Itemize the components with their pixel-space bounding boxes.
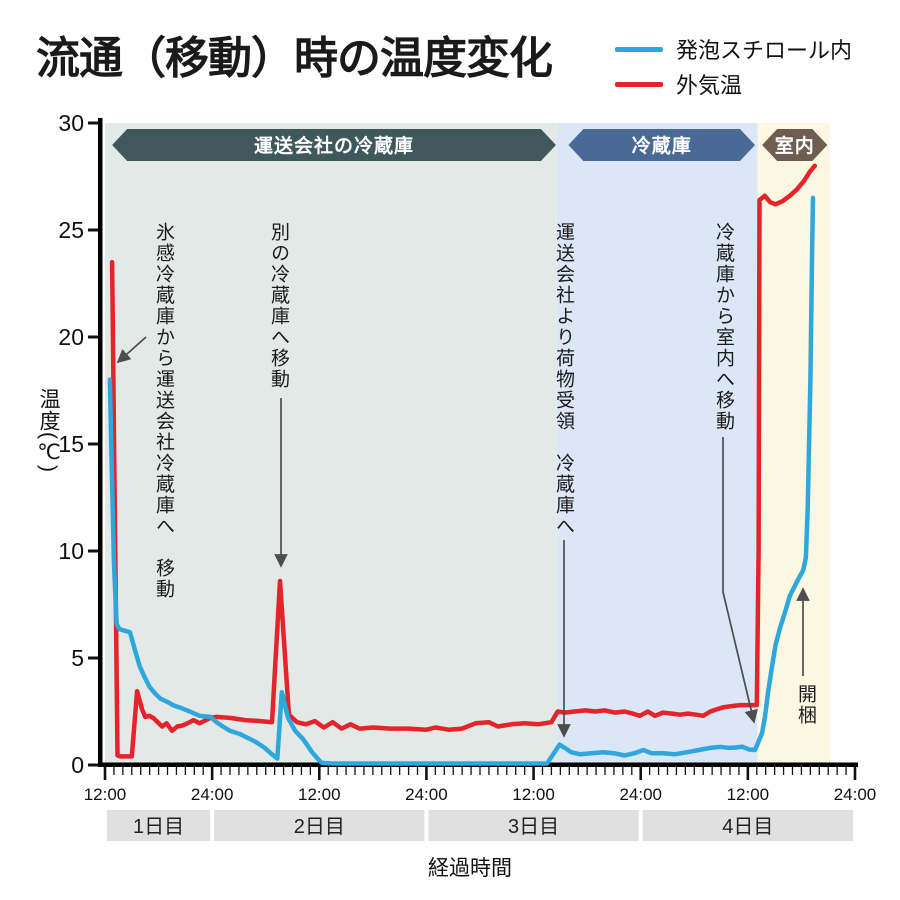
- day-band-label-3: 4日目: [722, 816, 773, 838]
- zone-bg-0: [105, 123, 557, 763]
- x-tick-label: 12:00: [512, 785, 555, 804]
- annotation-arrow-move-to-carrier-fridge: [116, 336, 147, 364]
- legend-line-swatch-blue: [615, 46, 663, 52]
- day-band-label-0: 1日目: [133, 816, 184, 838]
- annotation-arrow-move-to-room: [722, 437, 758, 724]
- legend-label-outside-air: 外気温: [676, 73, 743, 98]
- y-tick-label: 5: [71, 645, 84, 671]
- x-axis-title: 経過時間: [428, 857, 512, 880]
- y-tick-label: 15: [58, 431, 84, 457]
- zone-banner-label-0: 運送会社の冷蔵庫: [254, 134, 414, 157]
- page-title: 流通（移動）時の温度変化: [36, 34, 553, 83]
- y-axis-title: 温度(℃): [37, 388, 60, 473]
- legend-item-outside-air: 外気温: [615, 71, 852, 98]
- y-tick-label: 10: [58, 538, 84, 564]
- x-tick-label: 12:00: [84, 785, 127, 804]
- day-band-1: [214, 810, 425, 841]
- y-tick-label: 0: [71, 752, 84, 778]
- x-tick-label: 24:00: [191, 785, 234, 804]
- series-line-inside-foam: [107, 195, 816, 766]
- zone-banner-0: [112, 129, 556, 161]
- zone-banner-2: [762, 129, 828, 161]
- legend: 発泡スチロール内 外気温: [615, 36, 853, 98]
- legend-line-swatch-red: [615, 81, 663, 87]
- x-tick-label: 12:00: [727, 785, 770, 804]
- y-axis-line: [98, 118, 103, 767]
- x-tick-label: 24:00: [405, 785, 448, 804]
- day-band-label-1: 2日目: [294, 816, 345, 838]
- y-tick-label: 30: [58, 110, 84, 136]
- series-line-outside-air: [109, 163, 818, 759]
- legend-label-foam-inside: 発泡スチロール内: [676, 38, 853, 63]
- zone-banner-1: [568, 129, 755, 161]
- day-band-2: [428, 810, 639, 841]
- zone-banner-label-1: 冷蔵庫: [632, 134, 692, 157]
- day-band-label-2: 3日目: [508, 816, 559, 838]
- day-band-3: [642, 810, 853, 841]
- x-tick-label: 12:00: [298, 785, 341, 804]
- zone-bg-2: [757, 123, 830, 763]
- zone-banner-label-2: 室内: [775, 134, 815, 157]
- zone-bg-1: [556, 123, 758, 763]
- y-tick-label: 25: [58, 217, 84, 243]
- legend-item-foam-inside: 発泡スチロール内: [615, 36, 853, 63]
- day-band-0: [107, 810, 211, 841]
- x-tick-label: 24:00: [619, 785, 662, 804]
- x-tick-label: 24:00: [834, 785, 877, 804]
- y-tick-label: 20: [58, 324, 84, 350]
